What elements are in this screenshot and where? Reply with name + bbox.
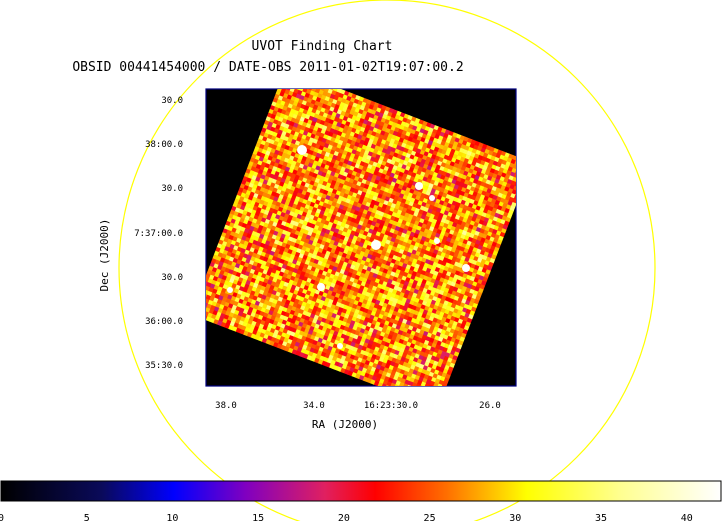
colorbar-tick-label: 40 (681, 513, 693, 521)
source-3 (415, 182, 423, 190)
colorbar-tick-label: 30 (509, 513, 521, 521)
colorbar-tick-label: 0 (0, 513, 4, 521)
colorbar-tick-labels: 0 5 10 15 20 25 30 35 40 (0, 513, 693, 521)
source-8 (227, 287, 233, 293)
y-tick-labels: 30.0 38:00.0 30.0 7:37:00.0 30.0 36:00.0 35:30… (134, 96, 183, 371)
source-9 (337, 343, 343, 349)
x-tick-label: 26.0 (479, 401, 501, 411)
colorbar-tick-label: 25 (424, 513, 436, 521)
chart-subtitle: OBSID 00441454000 / DATE-OBS 2011-01-02T… (72, 60, 463, 75)
exposure-image (206, 89, 516, 386)
source-1 (297, 145, 307, 155)
x-axis-label: RA (J2000) (312, 418, 378, 431)
y-tick-label: 30.0 (161, 96, 183, 106)
y-tick-label: 38:00.0 (145, 140, 183, 150)
y-tick-label: 30.0 (161, 184, 183, 194)
x-tick-labels: 38.0 34.0 16:23:30.0 26.0 (215, 401, 501, 411)
y-tick-label: 36:00.0 (145, 317, 183, 327)
y-tick-label: 35:30.0 (145, 361, 183, 371)
field-of-view-circle (118, 0, 656, 521)
sources-layer (227, 145, 470, 349)
colorbar-tick-label: 15 (252, 513, 264, 521)
source-4 (429, 195, 435, 201)
source-6 (462, 264, 470, 272)
colorbar-tick-label: 20 (338, 513, 350, 521)
colorbar (0, 480, 722, 502)
y-tick-label: 30.0 (161, 273, 183, 283)
source-5 (317, 283, 325, 291)
colorbar-tick-label: 35 (595, 513, 607, 521)
x-tick-label: 34.0 (303, 401, 325, 411)
source-7 (434, 238, 440, 244)
x-tick-label: 38.0 (215, 401, 237, 411)
colorbar-tick-label: 5 (84, 513, 90, 521)
source-2 (371, 240, 381, 250)
y-axis-label: Dec (J2000) (98, 219, 111, 292)
x-tick-label: 16:23:30.0 (364, 401, 418, 411)
colorbar-tick-label: 10 (166, 513, 178, 521)
y-tick-label: 7:37:00.0 (134, 229, 183, 239)
chart-title: UVOT Finding Chart (252, 39, 393, 54)
